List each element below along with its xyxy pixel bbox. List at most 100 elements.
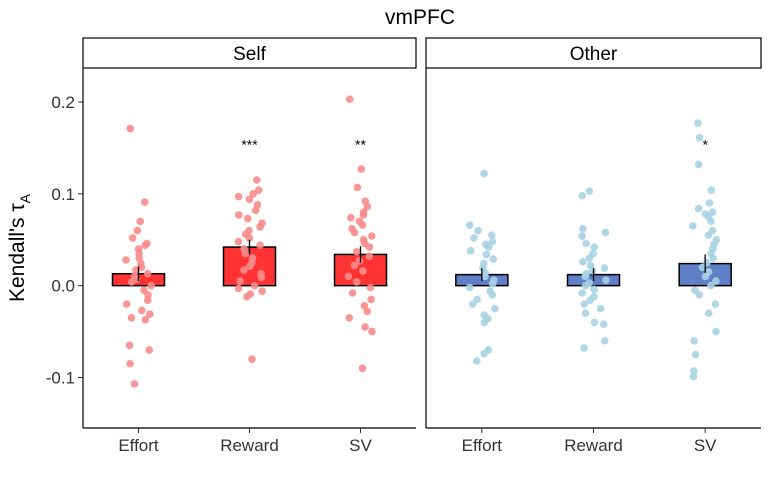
strip-label: Self	[233, 44, 266, 65]
data-point	[130, 380, 139, 388]
data-point	[367, 295, 375, 304]
data-point	[144, 291, 152, 299]
data-point	[254, 186, 263, 194]
data-point	[689, 372, 698, 381]
data-point	[348, 289, 357, 297]
significance-label: **	[355, 137, 366, 153]
data-point	[690, 336, 698, 345]
data-point	[468, 300, 477, 308]
data-point	[122, 256, 130, 264]
data-point	[489, 255, 498, 263]
data-point	[586, 296, 594, 305]
data-point	[345, 313, 354, 322]
data-point	[141, 241, 149, 250]
data-point	[245, 234, 254, 242]
data-point	[127, 313, 136, 322]
data-point	[361, 323, 369, 331]
data-point	[588, 267, 597, 275]
data-point	[258, 287, 266, 295]
data-point	[143, 269, 152, 278]
data-point	[257, 273, 266, 282]
data-point	[480, 318, 489, 327]
data-point	[243, 214, 252, 223]
y-tick-label: 0.0	[51, 277, 75, 296]
data-point	[359, 211, 368, 219]
data-point	[694, 119, 702, 127]
y-tick-label: 0.1	[51, 185, 75, 204]
data-point	[466, 221, 474, 229]
data-point	[122, 300, 131, 308]
data-point	[256, 223, 264, 231]
data-point	[712, 327, 720, 336]
data-point	[236, 277, 244, 285]
strip-box	[425, 37, 762, 69]
data-point	[488, 291, 497, 299]
x-tick-label: Reward	[220, 436, 279, 455]
data-point	[691, 350, 700, 359]
data-point	[234, 237, 243, 246]
data-point	[127, 278, 136, 286]
data-point	[585, 187, 594, 195]
data-point	[705, 199, 714, 207]
data-point	[581, 309, 590, 318]
x-tick-label: SV	[349, 436, 372, 455]
data-point	[599, 320, 608, 329]
data-point	[240, 266, 248, 274]
data-point	[482, 250, 491, 259]
data-point	[691, 286, 699, 295]
data-point	[602, 276, 610, 284]
data-point	[248, 355, 256, 363]
data-point	[251, 206, 260, 215]
y-axis-title: Kendall's τA	[6, 193, 33, 302]
plot-root: -0.10.00.10.2SelfEffort***Reward**SVOthe…	[46, 37, 762, 455]
data-point	[256, 241, 264, 250]
data-point	[590, 285, 598, 294]
y-axis-title-main: Kendall's τ	[6, 203, 29, 302]
data-point	[145, 346, 154, 354]
panel-self: Self Effort *** Reward ** SV	[82, 37, 417, 455]
data-point	[707, 186, 716, 194]
data-point	[579, 224, 587, 233]
data-point	[352, 247, 361, 256]
data-point	[367, 232, 376, 240]
data-point	[365, 243, 374, 251]
data-point	[579, 257, 587, 266]
data-point	[365, 252, 374, 261]
data-point	[490, 304, 499, 313]
data-point	[347, 213, 355, 222]
significance-label: ***	[241, 137, 258, 153]
data-point	[585, 254, 594, 262]
data-point	[235, 211, 243, 219]
data-point	[246, 262, 254, 271]
data-point	[359, 267, 367, 275]
data-point	[480, 349, 489, 358]
data-point	[487, 231, 496, 239]
data-point	[596, 304, 605, 313]
data-point	[704, 231, 713, 239]
data-point	[245, 195, 254, 204]
data-point	[138, 306, 146, 315]
data-point	[484, 243, 493, 251]
data-point	[355, 257, 364, 265]
data-point	[145, 310, 154, 318]
data-point	[132, 266, 140, 274]
data-point	[470, 234, 478, 242]
data-point	[466, 246, 475, 255]
y-tick-label: 0.2	[51, 93, 75, 112]
data-point	[126, 124, 135, 133]
data-point	[712, 277, 720, 285]
data-point	[707, 217, 715, 226]
data-point	[250, 281, 259, 290]
data-point	[690, 367, 698, 375]
data-point	[136, 217, 144, 226]
data-point	[358, 364, 367, 373]
x-tick-label: Reward	[564, 436, 623, 455]
data-point	[600, 336, 609, 345]
data-point	[698, 263, 707, 272]
data-point	[689, 222, 697, 230]
data-point	[345, 95, 354, 104]
strip-box	[82, 37, 417, 69]
data-point	[694, 204, 703, 213]
data-point	[363, 202, 372, 211]
data-point	[143, 296, 152, 305]
